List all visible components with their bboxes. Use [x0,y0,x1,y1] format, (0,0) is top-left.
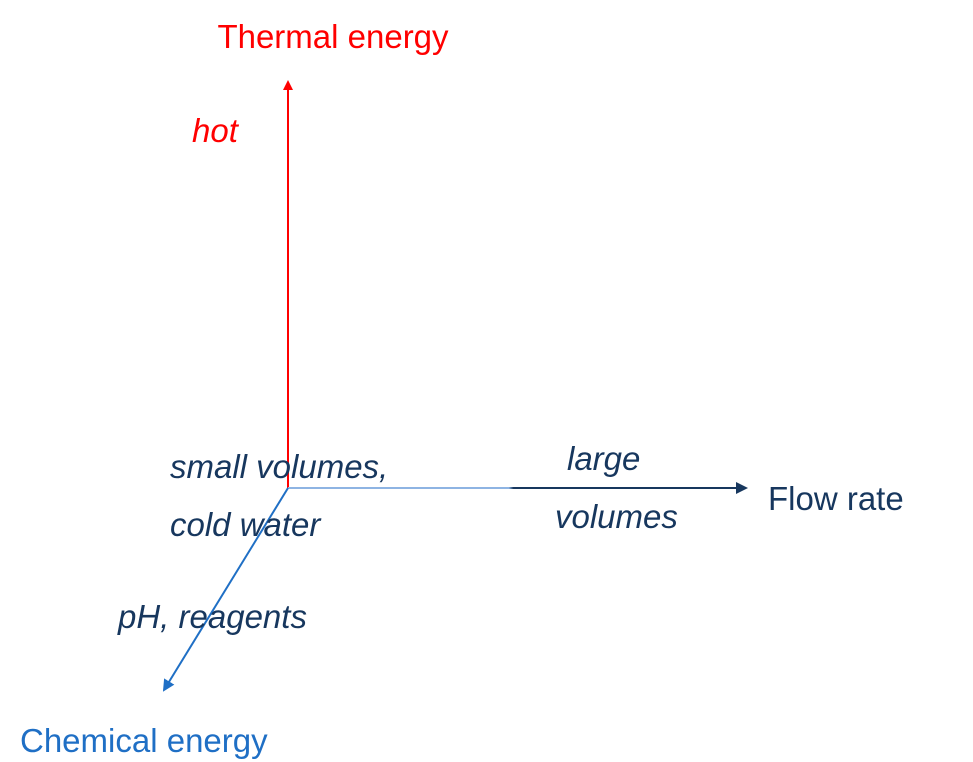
chemical-annotation: pH, reagents [117,598,307,635]
chemical-axis [162,487,289,692]
flow-annotation: large [567,440,640,477]
thermal-annotation: hot [192,112,240,149]
flow-annotation: volumes [555,498,678,535]
flow-label: Flow rate [768,480,904,517]
origin-annotation: cold water [170,506,322,543]
thermal-label: Thermal energy [217,18,449,55]
chemical-label: Chemical energy [20,722,268,759]
origin-annotation: small volumes, [170,448,388,485]
